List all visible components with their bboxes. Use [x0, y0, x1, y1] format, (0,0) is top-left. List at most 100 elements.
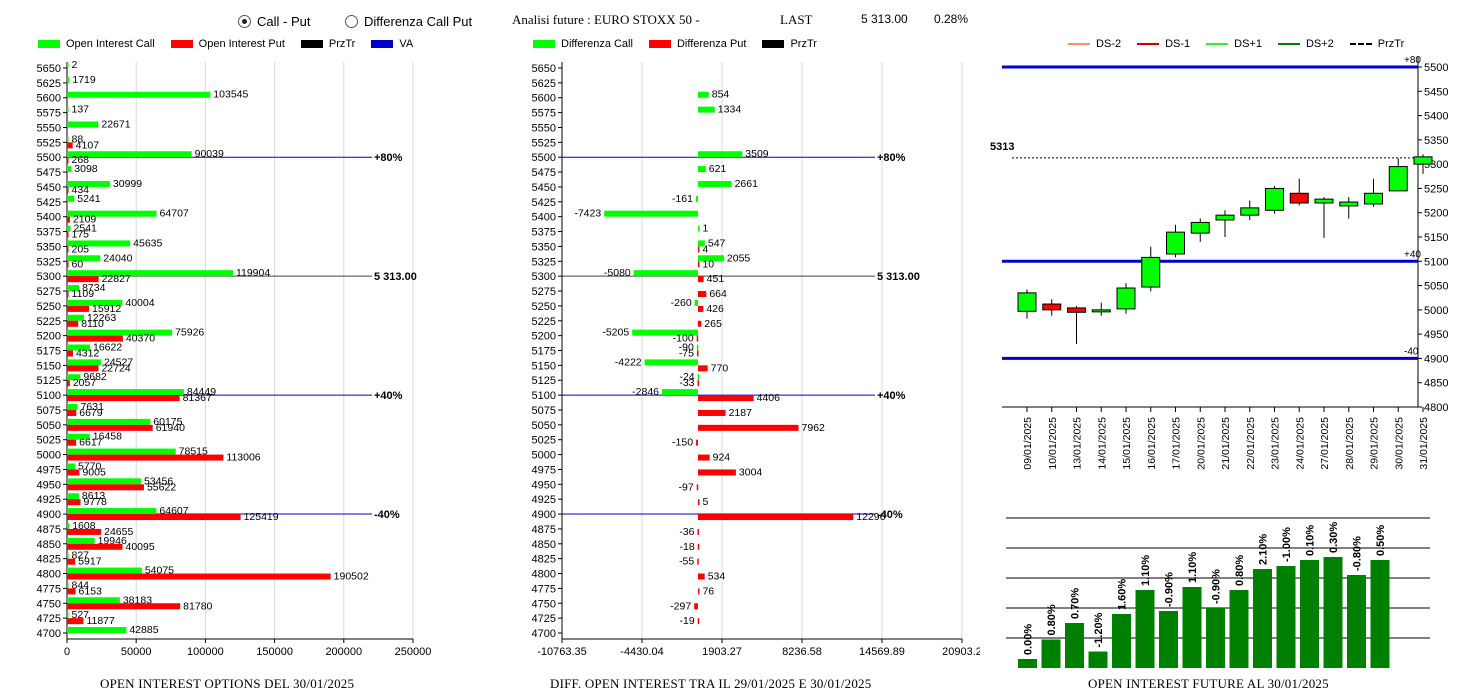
strike-label: 4725	[37, 613, 61, 625]
strike-label: 5500	[532, 152, 556, 164]
legend-item-przrtr-mid: PrzTr	[762, 38, 817, 50]
y-tick-label: 5100	[1424, 256, 1448, 268]
bar-call	[67, 106, 69, 113]
strike-label: 5550	[532, 122, 556, 134]
y-tick-label: 5400	[1424, 111, 1448, 123]
bar-call	[67, 329, 173, 336]
strike-label: 4900	[532, 509, 556, 521]
y-tick-label: 5250	[1424, 183, 1448, 195]
y-tick-label: 5150	[1424, 232, 1448, 244]
strike-label: 4700	[532, 628, 556, 640]
oi-bar-label: -0.80%	[1352, 536, 1364, 571]
strike-label: 4725	[532, 613, 556, 625]
bar-value-label: 1109	[72, 288, 95, 300]
strike-label: 5100	[37, 390, 61, 402]
bar-put	[697, 276, 704, 283]
reference-label: -40	[1404, 346, 1419, 357]
bar-value-label: 1608	[72, 520, 96, 532]
oi-bar	[1018, 659, 1037, 668]
strike-label: 5375	[37, 227, 61, 239]
bar-call	[67, 627, 127, 633]
bar-value-label: -19	[680, 615, 695, 627]
legend-item-ds-1: DS-1	[1137, 38, 1190, 50]
legend-line	[1068, 43, 1090, 45]
oi-bar-label: 0.80%	[1234, 555, 1246, 586]
oi-bar	[1323, 557, 1343, 668]
bar-call	[67, 299, 123, 306]
bar-value-label: 24527	[104, 356, 133, 368]
bar-value-label: 81780	[183, 600, 212, 612]
bar-value-label: 12263	[87, 312, 116, 324]
bar-value-label: 5241	[77, 193, 101, 205]
bar-call	[67, 285, 80, 292]
oi-bar	[1041, 639, 1061, 668]
strike-label: 5300	[532, 271, 556, 283]
radio-indicator-selected[interactable]	[238, 15, 251, 28]
date-label: 22/01/2025	[1245, 417, 1257, 470]
oi-bar	[1112, 614, 1131, 668]
bar-call	[695, 195, 698, 202]
bar-value-label: 205	[72, 243, 90, 255]
bar-value-label: 7962	[802, 422, 826, 434]
oi-bar-label: 2.10%	[1258, 534, 1270, 565]
candle-body	[1364, 192, 1383, 205]
last-value: 5 313.00	[861, 12, 908, 26]
date-label: 24/01/2025	[1294, 417, 1306, 470]
x-tick-label: 14569.89	[859, 646, 905, 658]
bar-put	[697, 350, 699, 357]
bar-value-label: 2109	[73, 214, 97, 226]
bar-value-label: 770	[711, 362, 729, 374]
reference-label: 5 313.00	[877, 271, 920, 283]
bar-value-label: 1719	[72, 74, 96, 86]
oi-bar-label: -0.90%	[1164, 572, 1176, 607]
strike-label: 5450	[532, 182, 556, 194]
bar-put	[697, 499, 700, 506]
last-price-label: 5313	[990, 141, 1014, 153]
strike-label: 5575	[37, 108, 61, 120]
strike-label: 5050	[532, 420, 556, 432]
legend-item-call: Open Interest Call	[38, 38, 155, 50]
bar-value-label: -36	[679, 526, 694, 538]
strike-label: 5650	[37, 63, 61, 75]
date-label: 09/01/2025	[1022, 417, 1034, 470]
strike-label: 5050	[37, 420, 61, 432]
oi-bar	[1182, 587, 1202, 668]
bar-put	[67, 261, 69, 268]
oi-bar	[1206, 608, 1225, 668]
bar-put	[697, 558, 699, 565]
bar-put	[697, 454, 710, 461]
bar-value-label: 6679	[79, 407, 103, 419]
strike-label: 5000	[37, 450, 61, 462]
strike-label: 5625	[532, 78, 556, 90]
bar-value-label: 3098	[74, 163, 98, 175]
bar-value-label: 30999	[113, 178, 142, 190]
radio-difference[interactable]: Differenza Call Put	[345, 14, 472, 29]
bar-put	[697, 543, 700, 550]
candle-body	[1141, 256, 1161, 288]
y-tick-label: 4950	[1424, 329, 1448, 341]
radio-indicator[interactable]	[345, 15, 358, 28]
bar-value-label: -150	[672, 437, 693, 449]
radio-call-put[interactable]: Call - Put	[238, 14, 310, 29]
oi-bar-label: 0.10%	[1305, 525, 1317, 556]
candle-body	[1339, 201, 1359, 207]
bar-value-label: 22671	[101, 118, 130, 130]
bar-value-label: 534	[708, 571, 726, 583]
bar-call	[67, 448, 176, 455]
bar-value-label: 55622	[147, 481, 176, 493]
bar-put	[67, 186, 69, 193]
bar-put	[67, 543, 123, 550]
bar-call	[67, 314, 84, 321]
bar-put	[67, 291, 69, 298]
bar-put	[697, 618, 700, 625]
bar-value-label: -24	[679, 371, 694, 383]
legend-item-put: Open Interest Put	[170, 38, 285, 50]
strike-label: 5425	[532, 197, 556, 209]
bar-value-label: 7631	[81, 401, 105, 413]
strike-label: 5200	[37, 331, 61, 343]
bar-put	[67, 216, 70, 223]
y-tick-label: 4900	[1424, 353, 1448, 365]
x-tick-label: 0	[64, 646, 70, 658]
candle-body	[1067, 307, 1086, 313]
strike-label: 4950	[37, 479, 61, 491]
